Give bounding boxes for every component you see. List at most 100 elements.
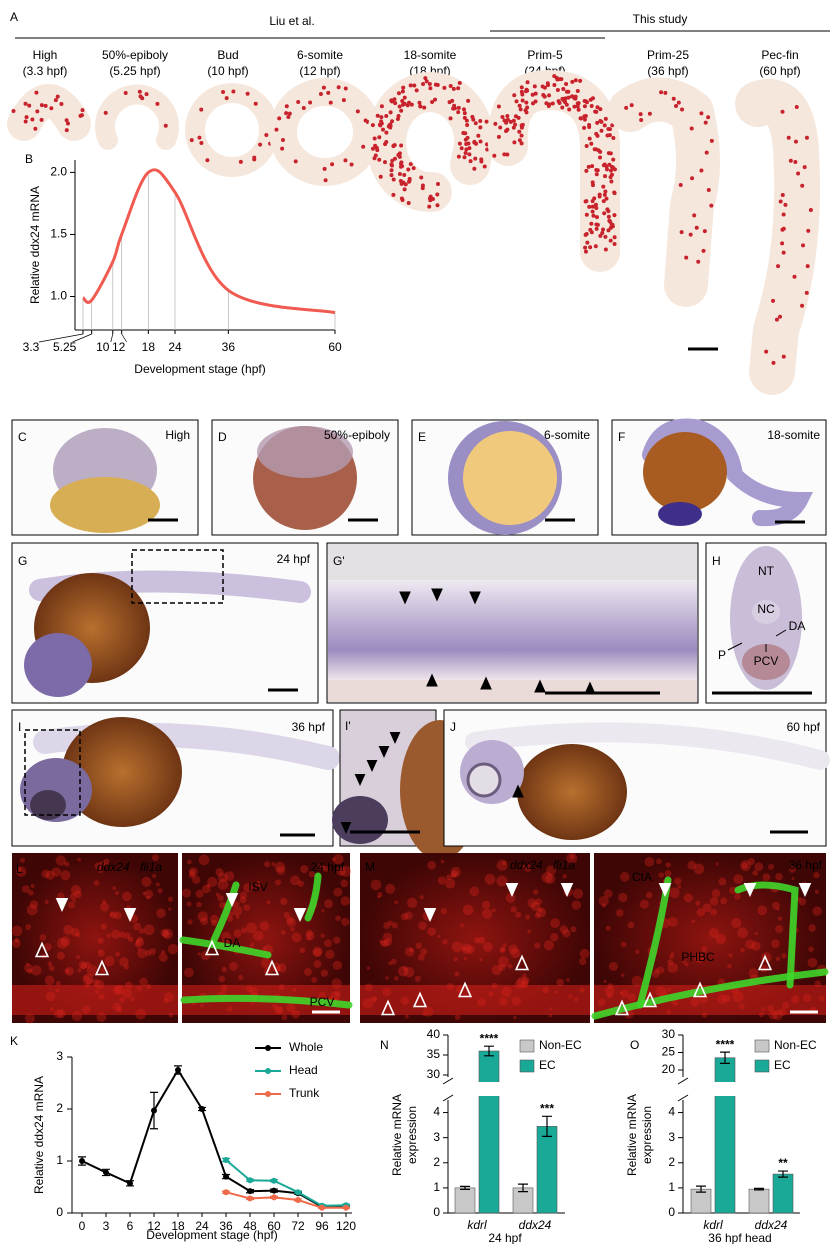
eye bbox=[30, 790, 66, 820]
expression-dot bbox=[771, 298, 776, 303]
signal-speck bbox=[571, 900, 582, 910]
signal-speck bbox=[259, 921, 270, 931]
expression-dot bbox=[392, 97, 397, 102]
signal-speck bbox=[271, 862, 276, 867]
signal-speck bbox=[290, 927, 295, 932]
yolk bbox=[62, 717, 182, 827]
signal-speck bbox=[668, 954, 674, 960]
signal-speck bbox=[308, 870, 316, 878]
y-tick-label: 20 bbox=[662, 1062, 676, 1076]
signal-speck bbox=[645, 891, 653, 899]
section-label: NT bbox=[758, 564, 775, 578]
expression-dot bbox=[427, 204, 432, 209]
expression-dot bbox=[456, 86, 461, 91]
signal-speck bbox=[414, 975, 421, 982]
signal-speck bbox=[93, 880, 100, 887]
break-mark bbox=[442, 1077, 454, 1085]
expression-dot bbox=[80, 108, 85, 113]
signal-speck bbox=[188, 867, 199, 877]
y-tick-label: 40 bbox=[427, 1027, 441, 1041]
panel-letter: E bbox=[418, 430, 426, 444]
expression-dot bbox=[519, 85, 524, 90]
signal-speck bbox=[210, 914, 219, 924]
stage-name: Bud bbox=[217, 48, 238, 62]
expression-dot bbox=[601, 184, 606, 189]
signal-speck bbox=[305, 929, 313, 937]
signal-speck bbox=[377, 895, 381, 899]
expression-dot bbox=[584, 144, 589, 149]
expression-dot bbox=[702, 229, 707, 234]
signal-speck bbox=[65, 966, 74, 976]
expression-dot bbox=[508, 119, 513, 124]
expression-dot bbox=[450, 98, 455, 103]
expression-dot bbox=[384, 114, 389, 119]
expression-dot bbox=[609, 179, 614, 184]
signal-speck bbox=[71, 928, 80, 937]
vessel bbox=[591, 968, 829, 1020]
signal-speck bbox=[189, 869, 196, 875]
signal-speck bbox=[687, 860, 697, 870]
signal-speck bbox=[566, 852, 578, 864]
x-tick-label: 3.3 bbox=[23, 340, 40, 354]
expression-dot bbox=[594, 215, 599, 220]
expression-dot bbox=[65, 121, 70, 126]
vessel bbox=[179, 936, 272, 959]
expression-dot bbox=[389, 168, 394, 173]
expression-dot bbox=[383, 142, 388, 147]
signal-speck bbox=[68, 901, 75, 909]
expression-dot bbox=[323, 178, 328, 183]
signal-speck bbox=[603, 889, 613, 899]
vessel bbox=[734, 881, 799, 989]
y-axis-label: expression bbox=[405, 1106, 419, 1164]
embryo-outline bbox=[95, 84, 179, 150]
point bbox=[223, 1173, 229, 1180]
signal-speck bbox=[748, 968, 759, 978]
y-tick-label: 35 bbox=[427, 1047, 441, 1061]
yolk bbox=[463, 431, 557, 525]
point bbox=[343, 1204, 349, 1211]
bar bbox=[748, 1188, 770, 1214]
expression-dot bbox=[393, 101, 398, 106]
arrowhead bbox=[94, 959, 110, 976]
expression-dot bbox=[593, 109, 598, 114]
signal-speck bbox=[135, 938, 145, 947]
expression-dot bbox=[689, 126, 694, 131]
signal-speck bbox=[601, 903, 606, 908]
expression-dot bbox=[459, 146, 464, 151]
expression-dot bbox=[163, 123, 168, 128]
expression-dot bbox=[253, 101, 258, 106]
x-tick-label: 36 bbox=[219, 1219, 233, 1233]
head bbox=[24, 633, 92, 697]
expression-dot bbox=[593, 244, 598, 249]
expression-dot bbox=[421, 82, 426, 87]
signal-speck bbox=[693, 863, 705, 875]
expression-dot bbox=[284, 111, 289, 116]
signal-speck bbox=[14, 938, 20, 943]
expression-dot bbox=[796, 171, 801, 176]
expression-dot bbox=[280, 137, 285, 142]
vessel-label: PCV bbox=[310, 995, 335, 1009]
expression-dot bbox=[663, 90, 668, 95]
expression-dot bbox=[593, 202, 598, 207]
signal-speck bbox=[135, 939, 140, 944]
expression-dot bbox=[583, 245, 588, 250]
expression-dot bbox=[370, 123, 375, 128]
arrowhead bbox=[469, 591, 481, 605]
signal-speck bbox=[333, 936, 341, 944]
expression-dot bbox=[584, 168, 589, 173]
signal-speck bbox=[311, 977, 318, 983]
signal-speck bbox=[390, 958, 397, 965]
signal-speck bbox=[313, 948, 322, 957]
arrowhead bbox=[399, 591, 411, 605]
arrowhead bbox=[514, 954, 530, 971]
expression-dot bbox=[578, 78, 583, 83]
expression-dot bbox=[776, 264, 781, 269]
stage-name: 6-somite bbox=[297, 48, 343, 62]
expression-dot bbox=[594, 167, 599, 172]
signal-speck bbox=[138, 928, 145, 934]
expression-dot bbox=[575, 89, 580, 94]
expression-dot bbox=[794, 104, 799, 109]
signal-speck bbox=[224, 871, 235, 882]
signal-speck bbox=[776, 907, 780, 911]
x-axis-label: 24 hpf bbox=[488, 1231, 522, 1244]
